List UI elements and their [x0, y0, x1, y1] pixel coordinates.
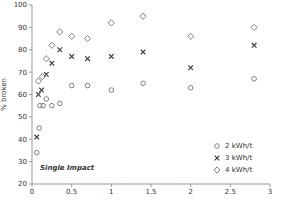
svg-text:0.5: 0.5 — [66, 188, 77, 196]
svg-text:50: 50 — [18, 113, 27, 121]
svg-text:2.5: 2.5 — [225, 188, 236, 196]
svg-text:70: 70 — [18, 69, 27, 77]
svg-text:100: 100 — [14, 1, 27, 9]
svg-text:% broken: % broken — [8, 78, 9, 111]
html-text:4 kWh/t: 4 kWh/t — [225, 166, 253, 174]
svg-text:40: 40 — [18, 136, 27, 144]
html-text:Single Impact: Single Impact — [40, 164, 95, 172]
svg-text:90: 90 — [18, 24, 27, 32]
html-text:3 kWh/t: 3 kWh/t — [225, 154, 253, 162]
svg-text:1: 1 — [109, 188, 113, 196]
svg-text:20: 20 — [18, 180, 27, 188]
svg-text:1.5: 1.5 — [145, 188, 156, 196]
svg-text:30: 30 — [18, 158, 27, 166]
html-text:2 kWh/t: 2 kWh/t — [225, 142, 253, 150]
svg-text:0: 0 — [30, 188, 34, 196]
svg-text:3: 3 — [268, 188, 272, 196]
svg-text:80: 80 — [18, 46, 27, 54]
svg-text:60: 60 — [18, 91, 27, 99]
svg-text:2: 2 — [188, 188, 192, 196]
